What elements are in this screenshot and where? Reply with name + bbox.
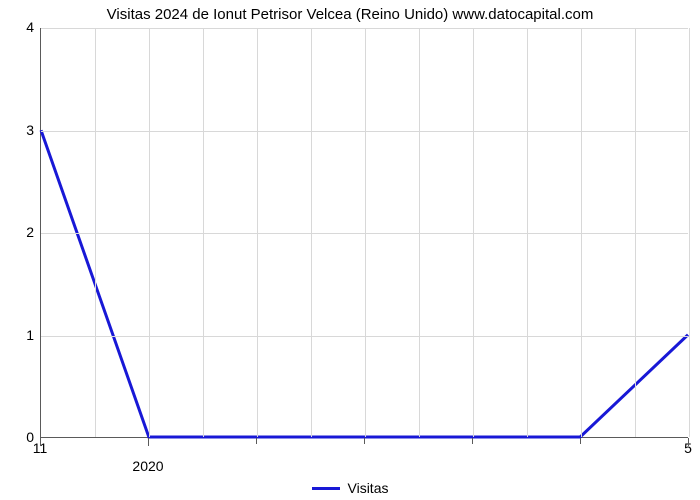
y-tick-label: 0: [0, 429, 34, 445]
gridline-horizontal: [41, 336, 688, 337]
x-major-tick: [40, 438, 41, 446]
x-minor-tick: [580, 438, 581, 444]
x-minor-tick: [472, 438, 473, 444]
y-tick-label: 4: [0, 19, 34, 35]
gridline-vertical: [689, 28, 690, 437]
legend-swatch: [312, 487, 340, 490]
x-minor-tick: [364, 438, 365, 444]
legend: Visitas: [0, 480, 700, 496]
y-tick-label: 3: [0, 122, 34, 138]
x-minor-tick: [256, 438, 257, 444]
x-tick-secondary-label: 2020: [132, 458, 163, 474]
legend-label: Visitas: [348, 480, 389, 496]
gridline-horizontal: [41, 28, 688, 29]
x-major-tick: [688, 438, 689, 446]
line-chart: Visitas 2024 de Ionut Petrisor Velcea (R…: [0, 0, 700, 500]
x-major-tick: [148, 438, 149, 446]
plot-area: [40, 28, 688, 438]
gridline-horizontal: [41, 131, 688, 132]
y-tick-label: 1: [0, 327, 34, 343]
chart-title: Visitas 2024 de Ionut Petrisor Velcea (R…: [0, 6, 700, 23]
y-tick-label: 2: [0, 224, 34, 240]
gridline-horizontal: [41, 233, 688, 234]
